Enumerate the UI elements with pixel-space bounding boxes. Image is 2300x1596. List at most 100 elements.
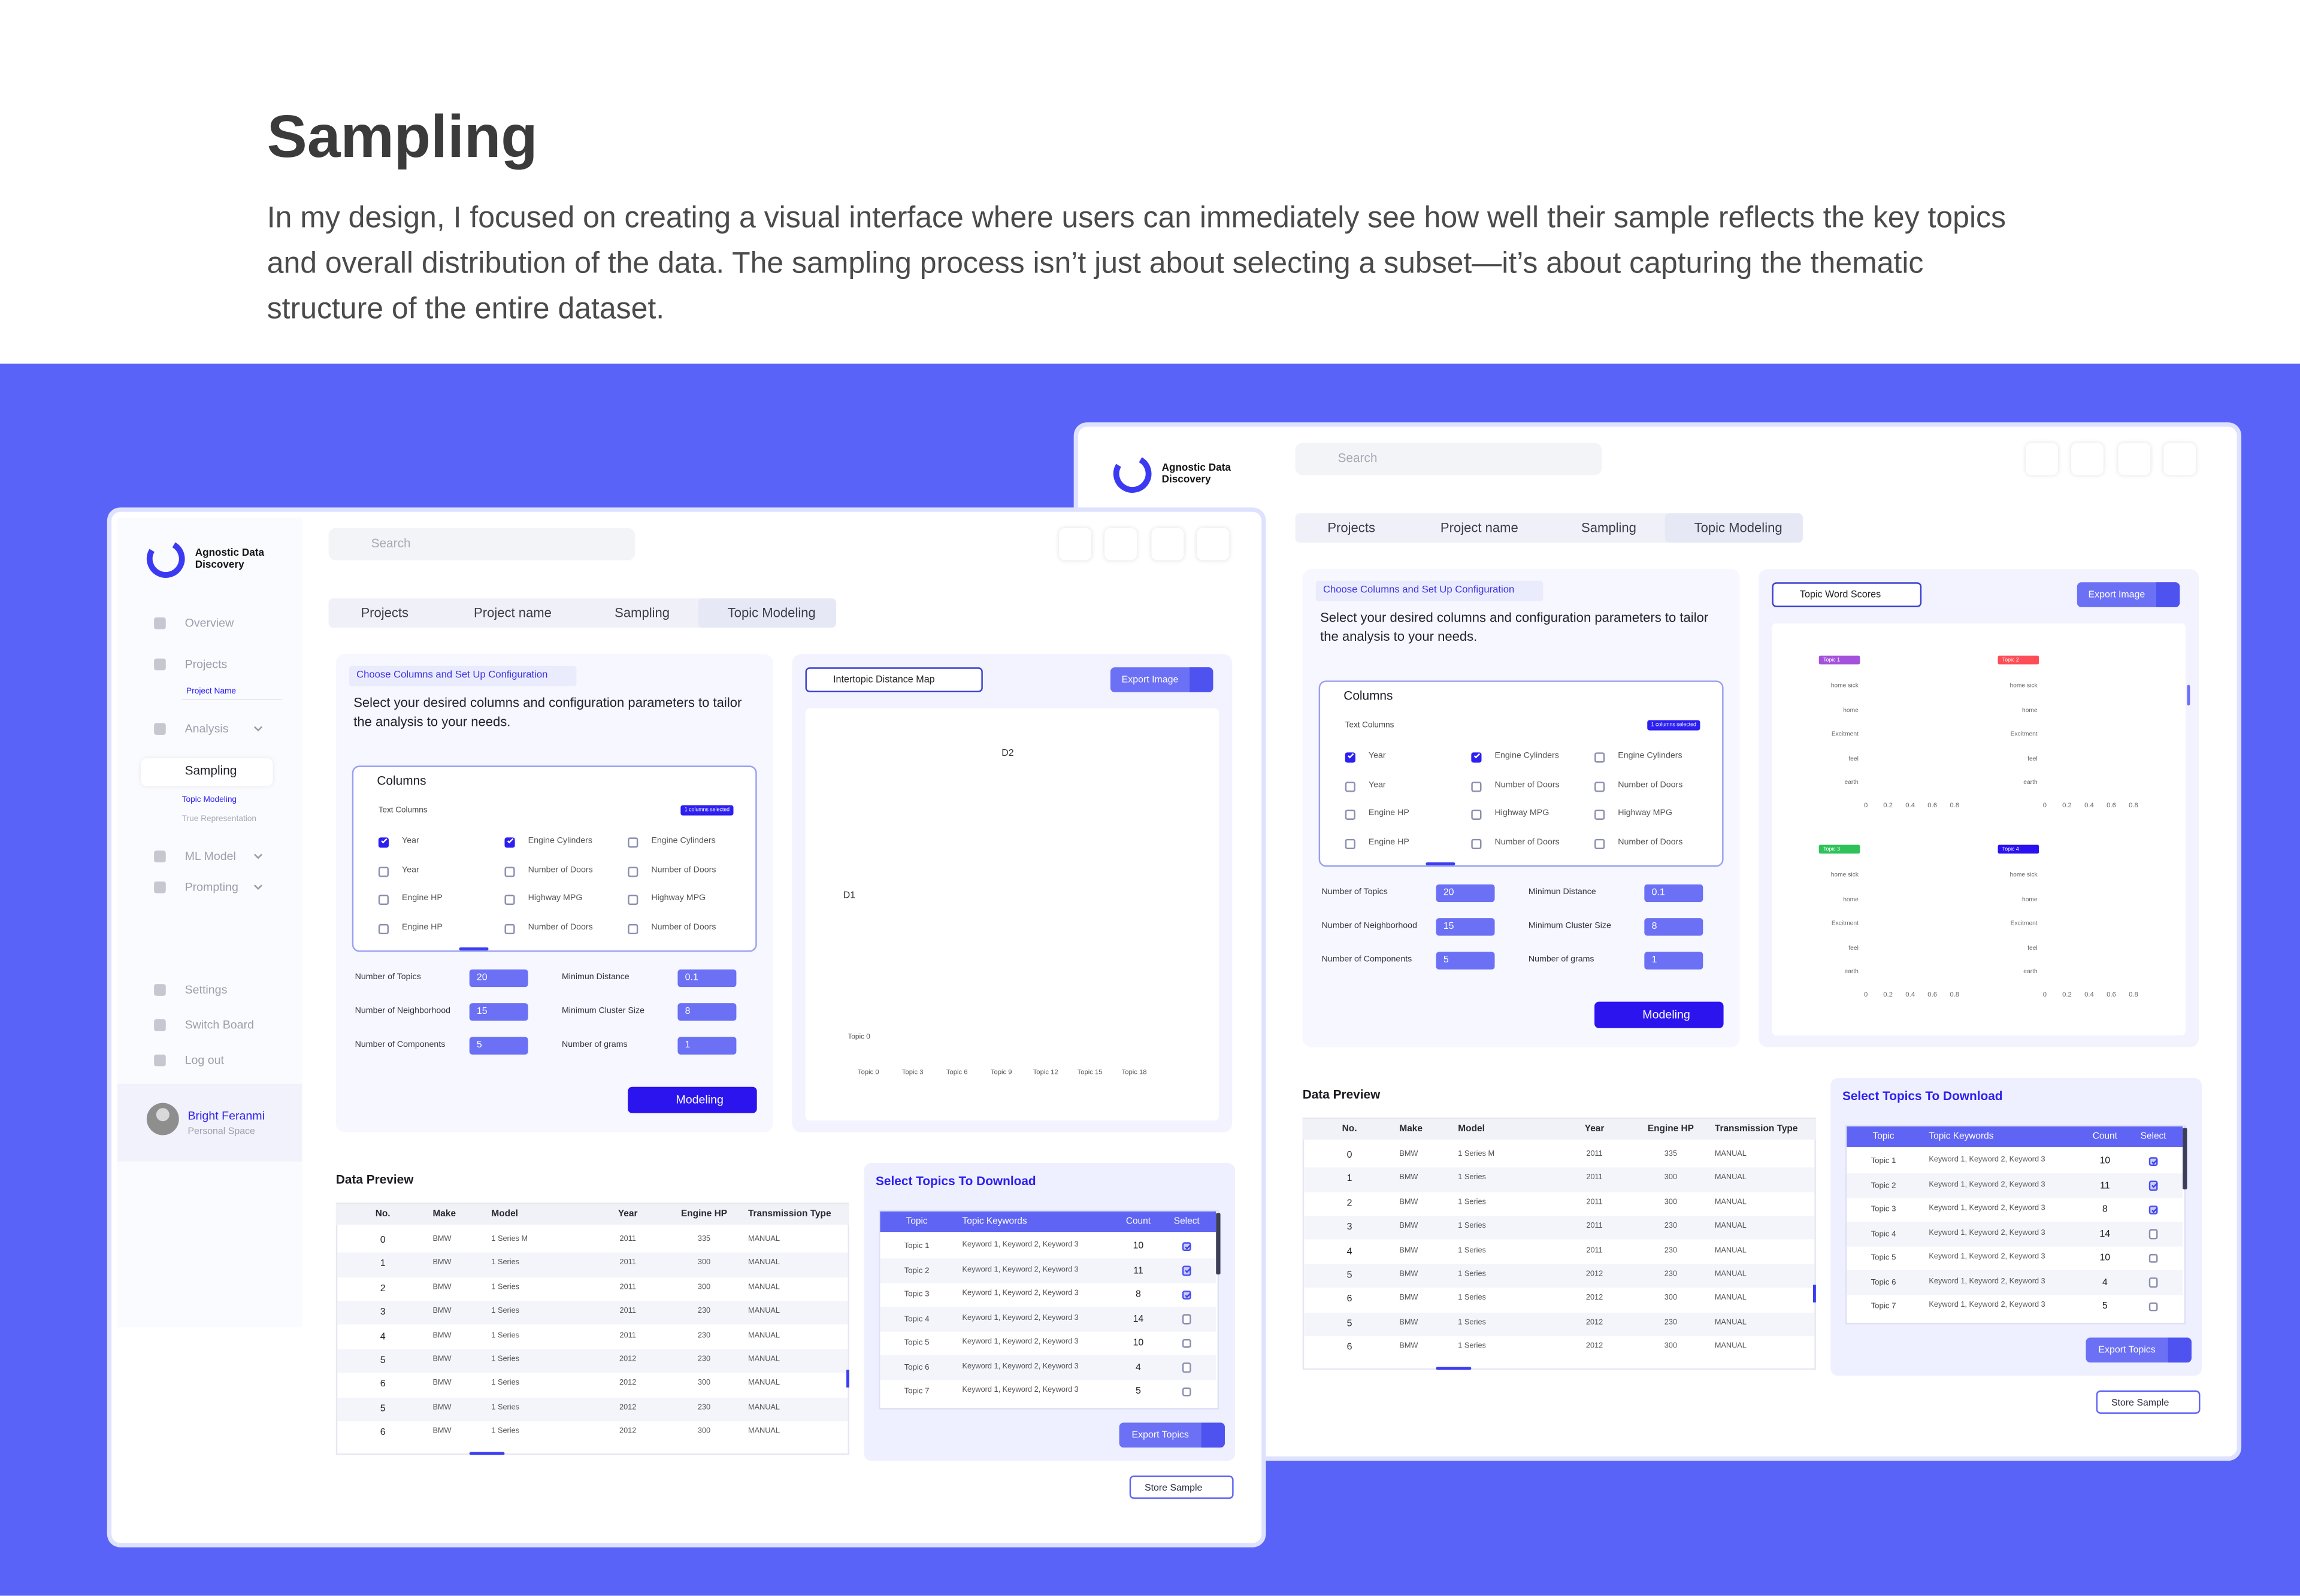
checkbox[interactable]: [2148, 1205, 2159, 1215]
param-input[interactable]: 20: [1436, 884, 1495, 903]
param-input[interactable]: 0.1: [677, 969, 737, 988]
chart-dropdown[interactable]: Topic Word Scores: [1772, 582, 1922, 607]
param-input[interactable]: 8: [677, 1003, 737, 1021]
param-input[interactable]: 1: [1644, 952, 1703, 970]
avatar-button[interactable]: [2118, 443, 2151, 476]
check-mark: [381, 838, 388, 844]
export-image-button[interactable]: Export Image: [2077, 582, 2180, 607]
sidebar-icon: [154, 1019, 166, 1031]
checkbox[interactable]: [1182, 1387, 1192, 1397]
checkbox[interactable]: [627, 837, 638, 847]
checkbox[interactable]: [1593, 838, 1604, 849]
mail-button[interactable]: [1104, 528, 1137, 561]
checkbox[interactable]: [2148, 1302, 2159, 1312]
checkbox[interactable]: [504, 866, 515, 877]
checkbox[interactable]: [2148, 1253, 2159, 1264]
export-topics-button[interactable]: Export Topics: [2086, 1337, 2192, 1363]
settings-button[interactable]: [1197, 528, 1230, 561]
checkbox[interactable]: [1182, 1338, 1192, 1349]
topics-header-cell: Select: [1173, 1216, 1200, 1227]
store-sample-button[interactable]: Store Sample: [1129, 1475, 1234, 1499]
settings-button[interactable]: [2163, 443, 2196, 476]
search-box[interactable]: [328, 528, 635, 561]
notification-button[interactable]: [2026, 443, 2058, 476]
checkbox[interactable]: [1344, 808, 1355, 819]
modeling-button[interactable]: Modeling: [628, 1086, 757, 1113]
checkbox[interactable]: [377, 923, 388, 934]
chart-dropdown[interactable]: Intertopic Distance Map: [805, 667, 983, 692]
checkbox[interactable]: [1470, 808, 1481, 819]
notification-button[interactable]: [1059, 528, 1092, 561]
topic-keywords: Keyword 1, Keyword 2, Keyword 3: [962, 1386, 1079, 1395]
checkbox[interactable]: [504, 837, 515, 847]
export-image-button[interactable]: Export Image: [1110, 667, 1213, 692]
breadcrumb-active: [1665, 513, 1803, 543]
checkbox[interactable]: [1593, 752, 1604, 762]
param-input[interactable]: 0.1: [1644, 884, 1703, 903]
checkbox[interactable]: [504, 894, 515, 904]
checkbox-label: Year: [402, 866, 419, 876]
store-sample-button[interactable]: Store Sample: [2096, 1390, 2201, 1414]
category-label: feel: [1848, 753, 1859, 762]
x-tick-label: 0.8: [1950, 990, 1959, 998]
checkbox[interactable]: [504, 923, 515, 934]
checkbox[interactable]: [627, 894, 638, 904]
checkbox[interactable]: [2148, 1156, 2159, 1167]
slider-tick-label: Topic 3: [901, 1068, 924, 1076]
topic-name: Topic 7: [1871, 1302, 1896, 1312]
checkbox[interactable]: [627, 866, 638, 877]
checkbox[interactable]: [1344, 781, 1355, 792]
table-header-cell: No.: [1342, 1123, 1357, 1135]
table-header-cell: No.: [375, 1209, 391, 1220]
search-box[interactable]: [1295, 443, 1602, 476]
param-input[interactable]: 5: [469, 1037, 528, 1055]
sidebar-chevron: [254, 726, 263, 732]
table-cell: BMW: [432, 1427, 452, 1437]
checkbox[interactable]: [377, 866, 388, 877]
search-placeholder: Search: [371, 535, 411, 550]
export-topics-button[interactable]: Export Topics: [1119, 1422, 1225, 1448]
param-input[interactable]: 20: [469, 969, 528, 988]
checkbox[interactable]: [1344, 752, 1355, 762]
checkbox[interactable]: [2148, 1229, 2159, 1239]
modeling-button[interactable]: Modeling: [1594, 1001, 1724, 1028]
checkbox[interactable]: [1182, 1266, 1192, 1276]
param-input[interactable]: 1: [677, 1037, 737, 1055]
checkbox[interactable]: [1470, 781, 1481, 792]
checkbox[interactable]: [377, 894, 388, 904]
param-input[interactable]: 15: [1436, 918, 1495, 936]
table-cell: 1 Series: [491, 1307, 520, 1316]
checkbox-label: Engine Cylinders: [651, 837, 716, 846]
checkbox[interactable]: [2148, 1181, 2159, 1191]
checkbox[interactable]: [2148, 1277, 2159, 1288]
param-label: Minimum Cluster Size: [561, 1007, 645, 1016]
table-header: [335, 1204, 849, 1225]
checkbox-label: Number of Doors: [651, 866, 716, 876]
topics-scroll: [2183, 1128, 2187, 1190]
checkbox[interactable]: [627, 923, 638, 934]
mail-button[interactable]: [2071, 443, 2104, 476]
param-input[interactable]: 15: [469, 1003, 528, 1021]
sidebar-subitem: Project Name: [186, 688, 237, 696]
table-row-stripe: [337, 1397, 848, 1422]
checkbox[interactable]: [1182, 1290, 1192, 1300]
avatar-button[interactable]: [1151, 528, 1184, 561]
checkbox[interactable]: [1470, 838, 1481, 849]
plot-scroll: [2187, 685, 2190, 705]
checkbox[interactable]: [1470, 752, 1481, 762]
topic-name: Topic 3: [1871, 1205, 1896, 1215]
checkbox[interactable]: [1593, 808, 1604, 819]
checkbox[interactable]: [1344, 838, 1355, 849]
param-input[interactable]: 5: [1436, 952, 1495, 970]
checkbox[interactable]: [377, 837, 388, 847]
checkbox[interactable]: [1182, 1314, 1192, 1324]
table-cell: BMW: [432, 1379, 452, 1388]
checkbox[interactable]: [1182, 1241, 1192, 1252]
checkbox[interactable]: [1593, 781, 1604, 792]
table-scroll-h: [1436, 1367, 1472, 1370]
checkbox[interactable]: [1182, 1362, 1192, 1373]
table-cell: 6: [1346, 1294, 1352, 1305]
check-mark: [1185, 1243, 1191, 1249]
param-input[interactable]: 8: [1644, 918, 1703, 936]
